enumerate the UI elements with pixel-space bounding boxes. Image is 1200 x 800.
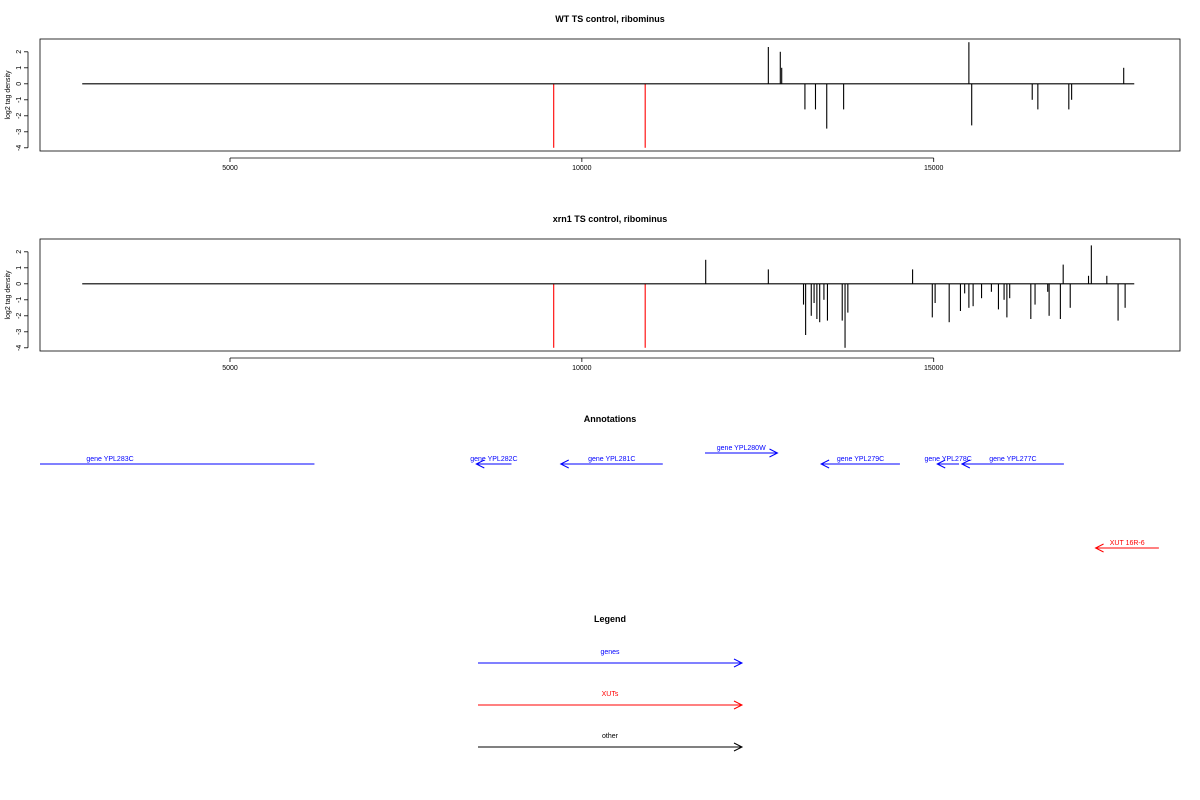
legend-arrowhead — [733, 658, 744, 668]
annotation-feature-label: XUT 16R-6 — [1110, 540, 1145, 547]
panel-wt-x-tick-label: 5000 — [222, 165, 238, 172]
annotation-feature: gene YPL277C — [960, 456, 1064, 469]
legend-item-label: genes — [600, 649, 620, 656]
panel-wt-title: WT TS control, ribominus — [555, 14, 665, 24]
legend-items: genes XUTs other — [478, 649, 744, 752]
annotation-feature-label: gene YPL282C — [470, 456, 517, 463]
legend-item-label: XUTs — [602, 691, 619, 698]
panel-wt-y-tick-label: -4 — [16, 145, 23, 151]
panel-wt-y-tick-label: 0 — [16, 82, 23, 86]
panel-xrn1-y-tick-label: -4 — [16, 345, 23, 351]
annotation-feature: gene YPL282C — [470, 456, 518, 469]
legend-arrowhead — [733, 742, 744, 752]
annotation-feature: XUT 16R-6 — [1094, 540, 1159, 553]
legend: Legend genes XUTs other — [478, 614, 744, 752]
panel-xrn1-y-axis: 2 1 0 -1 -2 -3 -4 — [16, 250, 29, 351]
annotation-arrowhead — [960, 459, 971, 469]
panel-xrn1-x-tick-label: 15000 — [924, 365, 944, 372]
annotation-feature: gene YPL278C — [924, 456, 972, 469]
annotation-feature-label: gene YPL278C — [924, 456, 971, 463]
panel-xrn1-y-tick-label: -2 — [16, 313, 23, 319]
annotation-arrowhead — [769, 448, 779, 458]
annotations-track: Annotations gene YPL283C gene YPL282C gene… — [40, 414, 1159, 553]
annotation-feature: gene YPL280W — [705, 445, 779, 458]
legend-item-label: other — [602, 733, 619, 740]
panel-wt-marks — [82, 42, 1135, 148]
panel-wt-y-tick-label: 1 — [16, 66, 23, 70]
annotation-arrowhead — [936, 459, 946, 469]
panel-wt-y-tick-label: 2 — [16, 50, 23, 54]
annotation-arrowhead — [559, 459, 569, 469]
panel-xrn1-y-tick-label: -3 — [16, 329, 23, 335]
panel-xrn1: xrn1 TS control, ribominus 2 1 0 -1 -2 -3 -4 5… — [5, 214, 1181, 372]
panel-wt-y-axis: 2 1 0 -1 -2 -3 -4 — [16, 50, 29, 151]
annotation-feature-label: gene YPL283C — [86, 456, 133, 463]
panel-wt-y-tick-label: -1 — [16, 97, 23, 103]
panel-wt-x-tick-label: 10000 — [572, 165, 592, 172]
panel-xrn1-x-tick-label: 5000 — [222, 365, 238, 372]
annotation-arrowhead — [1094, 543, 1104, 553]
panel-xrn1-frame — [39, 238, 1181, 352]
annotation-feature-label: gene YPL277C — [989, 456, 1036, 463]
legend-item: genes — [478, 649, 744, 668]
annotations-title: Annotations — [584, 414, 637, 424]
annotation-feature-label: gene YPL280W — [717, 445, 766, 452]
legend-title: Legend — [594, 614, 626, 624]
annotation-arrowhead — [819, 459, 830, 469]
panel-wt-x-axis: 5000 10000 15000 — [222, 157, 944, 172]
panel-xrn1-y-tick-label: 0 — [16, 282, 23, 286]
panel-xrn1-y-tick-label: -1 — [16, 297, 23, 303]
panel-xrn1-title: xrn1 TS control, ribominus — [553, 214, 668, 224]
panel-wt-y-tick-label: -2 — [16, 113, 23, 119]
panel-wt-frame — [39, 38, 1181, 152]
annotation-feature: gene YPL281C — [559, 456, 663, 469]
panel-xrn1-y-axis-label: log2 tag density — [5, 270, 12, 320]
legend-arrowhead — [733, 700, 744, 710]
panel-xrn1-x-axis: 5000 10000 15000 — [222, 357, 944, 372]
panel-xrn1-y-tick-label: 1 — [16, 266, 23, 270]
annotation-feature: gene YPL279C — [819, 456, 900, 469]
panel-xrn1-y-tick-label: 2 — [16, 250, 23, 254]
annotation-arrowhead — [475, 459, 485, 469]
legend-item: XUTs — [478, 691, 744, 710]
panel-xrn1-x-tick-label: 10000 — [572, 365, 592, 372]
annotation-feature: gene YPL283C — [40, 456, 315, 465]
panel-wt: WT TS control, ribominus 2 1 0 -1 -2 -3 -4 500… — [5, 14, 1181, 172]
annotation-feature-label: gene YPL279C — [837, 456, 884, 463]
annotation-features: gene YPL283C gene YPL282C gene YPL281C gene… — [40, 445, 1159, 553]
panel-wt-y-axis-label: log2 tag density — [5, 70, 12, 120]
annotation-feature-label: gene YPL281C — [588, 456, 635, 463]
panel-wt-x-tick-label: 15000 — [924, 165, 944, 172]
panel-xrn1-marks — [82, 245, 1135, 348]
panel-wt-y-tick-label: -3 — [16, 129, 23, 135]
legend-item: other — [478, 733, 744, 752]
